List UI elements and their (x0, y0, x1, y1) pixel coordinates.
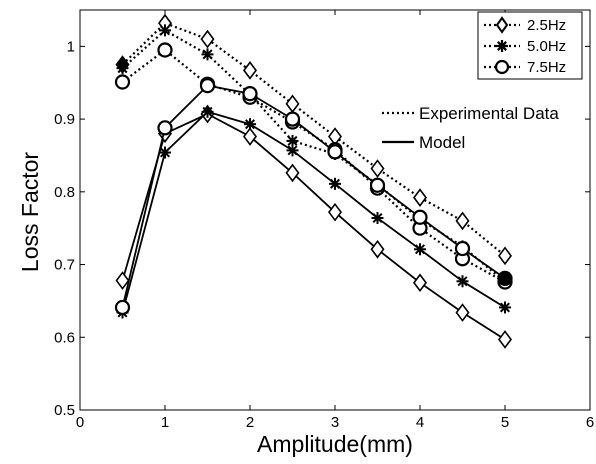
point-model-2-5hz (413, 273, 427, 293)
point-model-7-5hz (497, 270, 513, 286)
x-tick-label: 3 (331, 414, 339, 431)
point-experimental-5-0hz (159, 24, 171, 37)
y-tick-label: 0.9 (54, 111, 75, 128)
x-tick-label: 4 (416, 414, 424, 431)
point-model-5-0hz (159, 146, 171, 159)
point-model-5-0hz (244, 118, 256, 131)
line-model-2-5hz (121, 113, 506, 341)
point-model-7-5hz (412, 209, 428, 225)
point-model-7-5hz (454, 240, 471, 257)
point-experimental-2-5hz (370, 159, 385, 178)
legend-label-2-5hz: 2.5Hz (527, 17, 566, 34)
point-experimental-7-5hz (114, 74, 131, 90)
point-model-5-0hz (201, 105, 214, 118)
point-experimental-2-5hz (498, 246, 512, 266)
y-tick-label: 1 (67, 38, 75, 55)
point-model-2-5hz (455, 303, 470, 322)
series-model-2-5hz (115, 104, 512, 349)
legend-label-5-0hz: 5.0Hz (527, 38, 566, 55)
y-axis-title: Loss Factor (17, 152, 43, 272)
point-model-2-5hz (243, 127, 257, 146)
x-tick-label: 2 (246, 414, 254, 431)
series-model-7-5hz (114, 78, 513, 316)
experimental-data-label: Experimental Data (419, 104, 559, 123)
point-experimental-2-5hz (455, 211, 470, 231)
point-model-5-0hz (499, 301, 511, 314)
point-experimental-2-5hz (200, 29, 215, 49)
y-tick-label: 0.6 (54, 329, 75, 346)
model-label: Model (419, 133, 465, 152)
line-model-7-5hz (121, 84, 506, 308)
point-model-2-5hz (498, 330, 512, 349)
point-model-5-0hz (329, 177, 341, 190)
x-tick-label: 0 (76, 414, 84, 431)
point-model-7-5hz (327, 144, 343, 160)
series-legend: 2.5Hz 5.0Hz 7.5Hz (477, 11, 583, 80)
x-tick-label: 6 (586, 414, 594, 431)
line-model-5-0hz (121, 110, 506, 313)
point-model-7-5hz (369, 177, 386, 193)
point-experimental-5-0hz (201, 48, 214, 61)
point-model-2-5hz (285, 163, 300, 183)
point-model-2-5hz (370, 239, 385, 259)
y-tick-label: 0.7 (54, 257, 75, 274)
style-legend: Experimental Data Model (382, 104, 559, 152)
point-experimental-2-5hz (413, 188, 427, 207)
point-model-7-5hz (199, 78, 216, 94)
legend-label-7-5hz: 7.5Hz (527, 59, 566, 76)
line-experimental-5-0hz (121, 29, 506, 283)
y-tick-label: 0.8 (54, 184, 75, 201)
point-model-2-5hz (328, 202, 342, 222)
x-tick-label: 1 (161, 414, 169, 431)
y-tick-label: 0.5 (54, 402, 75, 419)
legend-marker-circle (494, 59, 510, 75)
x-axis-title: Amplitude(mm) (257, 431, 413, 457)
point-model-5-0hz (414, 243, 426, 256)
plot-content (114, 13, 513, 349)
point-model-7-5hz (242, 86, 258, 102)
point-model-7-5hz (284, 111, 301, 127)
legend-marker-diamond (495, 16, 509, 34)
point-model-5-0hz (371, 212, 384, 224)
point-model-7-5hz (157, 120, 173, 136)
point-experimental-2-5hz (243, 61, 257, 80)
point-model-5-0hz (286, 144, 299, 157)
axis-ticks: 0 1 2 3 4 5 6 0.5 0.6 0.7 0.8 0.9 1 (54, 10, 594, 431)
point-model-5-0hz (456, 275, 469, 288)
point-experimental-7-5hz (157, 42, 173, 58)
series-model-5-0hz (116, 105, 511, 319)
point-model-2-5hz (115, 271, 130, 290)
point-experimental-5-0hz (286, 134, 299, 147)
point-experimental-5-0hz (116, 62, 129, 75)
legend-marker-asterisk (496, 40, 508, 52)
point-model-7-5hz (114, 299, 131, 316)
x-tick-label: 5 (501, 414, 509, 431)
